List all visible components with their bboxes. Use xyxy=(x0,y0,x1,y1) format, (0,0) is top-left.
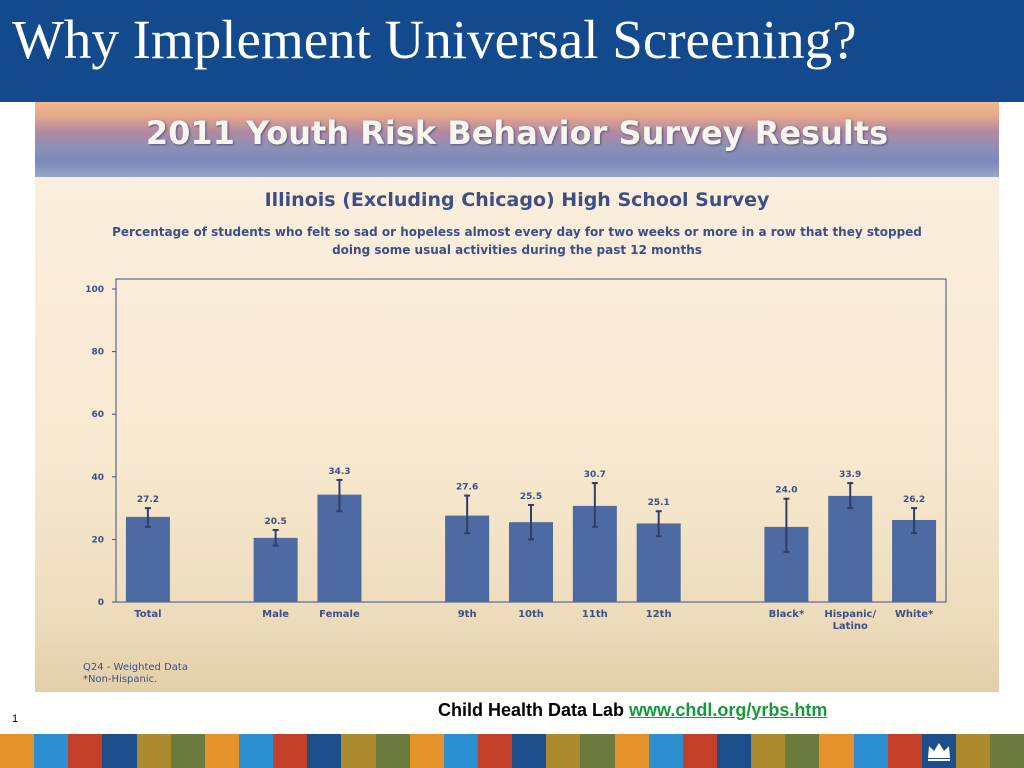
stripe-segment xyxy=(170,734,205,768)
footnote-line: Q24 - Weighted Data xyxy=(83,662,188,673)
source-link[interactable]: www.chdl.org/yrbs.htm xyxy=(629,700,828,720)
banner-title: 2011 Youth Risk Behavior Survey Results xyxy=(145,114,889,152)
stripe-segment xyxy=(273,734,308,768)
stripe-segment xyxy=(341,734,376,768)
bar-chart: 0 20 40 60 80 100 27.2 Total 20.5 Male 34.3 Female 2… xyxy=(85,278,947,632)
stripe-segment xyxy=(68,734,103,768)
chart-subtitle: Percentage of students who felt so sad o… xyxy=(112,225,922,257)
x-tick-label-line: 11th xyxy=(582,609,608,620)
slide-title: Why Implement Universal Screening? xyxy=(12,9,857,70)
y-tick-label: 0 xyxy=(98,598,104,608)
stripe-segment xyxy=(136,734,171,768)
source-credit: Child Health Data Lab www.chdl.org/yrbs.… xyxy=(438,700,827,721)
stripe-segment xyxy=(716,734,752,768)
stripe-segment xyxy=(887,734,922,768)
data-label: 26.2 xyxy=(903,495,925,505)
x-tick-label: Female xyxy=(319,609,360,620)
stripe-segment xyxy=(955,734,991,768)
data-label: 27.6 xyxy=(456,483,478,493)
stripe-segment xyxy=(580,734,615,768)
data-label: 20.5 xyxy=(265,517,287,527)
stripe-segment xyxy=(375,734,410,768)
data-label: 34.3 xyxy=(328,467,350,477)
chart-figure: 2011 Youth Risk Behavior Survey Results … xyxy=(35,102,999,692)
x-tick-label: Hispanic/Latino xyxy=(824,609,876,632)
data-label: 25.5 xyxy=(520,492,542,502)
x-tick-label: 11th xyxy=(582,609,608,620)
y-tick-label: 60 xyxy=(91,410,104,420)
title-bar: Why Implement Universal Screening? xyxy=(0,0,1024,102)
data-label: 30.7 xyxy=(584,470,606,480)
stripe-segment xyxy=(238,734,274,768)
chart-title: Illinois (Excluding Chicago) High School… xyxy=(264,189,770,211)
stripe-segment xyxy=(819,734,854,768)
footnote: Q24 - Weighted Data *Non-Hispanic. xyxy=(83,662,188,686)
y-tick-label: 20 xyxy=(91,535,104,545)
x-tick-label: 12th xyxy=(646,609,672,620)
source-label: Child Health Data Lab xyxy=(438,700,625,720)
stripe-segment xyxy=(204,734,239,768)
bar xyxy=(253,537,298,602)
stripe-segment xyxy=(751,734,786,768)
x-tick-label-line: Female xyxy=(319,609,360,620)
data-label: 24.0 xyxy=(775,486,797,496)
footnote-line: *Non-Hispanic. xyxy=(83,674,158,685)
x-tick-label: 9th xyxy=(458,609,477,620)
x-tick-label-line: Hispanic/ xyxy=(824,609,876,620)
stripe-segment xyxy=(409,734,444,768)
stripe-segment xyxy=(853,734,888,768)
bar xyxy=(125,516,170,602)
y-tick-label: 40 xyxy=(91,473,104,483)
x-tick-label-line: Male xyxy=(262,609,289,620)
stripe-segment xyxy=(443,734,478,768)
x-tick-label-line: 12th xyxy=(646,609,672,620)
stripe-segment xyxy=(477,734,513,768)
stripe-segment xyxy=(785,734,820,768)
stripe-segment xyxy=(34,734,69,768)
bar xyxy=(828,495,873,602)
stripe-segment xyxy=(512,734,547,768)
x-tick-label-line: Total xyxy=(134,609,161,620)
x-tick-label: White* xyxy=(895,609,934,620)
data-label: 33.9 xyxy=(839,470,861,480)
x-tick-label-line: Latino xyxy=(833,621,868,632)
x-tick-label-line: White* xyxy=(895,609,934,620)
stripe-segment xyxy=(682,734,717,768)
x-tick-label: Total xyxy=(134,609,161,620)
chart-panel: Illinois (Excluding Chicago) High School… xyxy=(35,177,999,692)
stripe-segment xyxy=(648,734,683,768)
crown-icon xyxy=(928,743,950,761)
x-tick-label: Black* xyxy=(769,609,805,620)
x-tick-label-line: Black* xyxy=(769,609,805,620)
banner: 2011 Youth Risk Behavior Survey Results xyxy=(35,102,999,177)
data-label: 25.1 xyxy=(648,498,670,508)
stripe-segment xyxy=(614,734,649,768)
bar xyxy=(317,494,362,602)
slide-number: 1 xyxy=(12,713,19,725)
data-label: 27.2 xyxy=(137,495,159,505)
stripe-segment xyxy=(546,734,581,768)
x-tick-label: 10th xyxy=(518,609,544,620)
color-stripe xyxy=(0,734,1024,768)
y-tick-label: 100 xyxy=(85,285,104,295)
y-tick-label: 80 xyxy=(91,348,104,358)
x-tick-label: Male xyxy=(262,609,289,620)
stripe-segment xyxy=(990,734,1024,768)
stripe-segment xyxy=(307,734,342,768)
x-tick-label-line: 10th xyxy=(518,609,544,620)
stripe-segment xyxy=(102,734,137,768)
x-tick-label-line: 9th xyxy=(458,609,477,620)
stripe-segment xyxy=(0,734,35,768)
